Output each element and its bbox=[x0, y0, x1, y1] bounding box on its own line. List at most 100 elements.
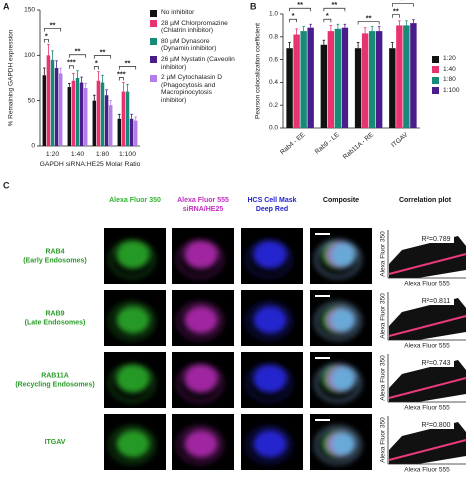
legend-label: 1:80 bbox=[443, 76, 456, 84]
cell-signal bbox=[177, 302, 223, 340]
significance-label: ** bbox=[50, 20, 56, 29]
cell-edge bbox=[109, 302, 155, 340]
significance-bracket bbox=[323, 7, 346, 12]
significance-bracket bbox=[118, 77, 124, 81]
cell-signal bbox=[109, 426, 155, 464]
cell-blob bbox=[184, 241, 218, 269]
bar bbox=[389, 48, 396, 129]
x-tick-label: 1:80 bbox=[96, 151, 109, 158]
cell-blob bbox=[184, 430, 218, 458]
column-header: Alexa Fluor 555 bbox=[177, 197, 229, 204]
column-header: siRNA/HE25 bbox=[183, 206, 224, 213]
error-bar bbox=[59, 67, 62, 74]
significance-bracket bbox=[68, 65, 74, 69]
error-bar bbox=[126, 83, 129, 92]
cell-edge bbox=[246, 426, 292, 464]
legend-label: 1:100 bbox=[443, 86, 460, 94]
cell-signal bbox=[315, 240, 361, 278]
cell-signal bbox=[177, 364, 223, 402]
bar bbox=[334, 28, 342, 128]
bar bbox=[341, 27, 349, 128]
error-bar bbox=[329, 24, 333, 32]
legend: 1:20 1:40 1:80 1:100 bbox=[432, 55, 472, 97]
legend-item: 2 µM Cytochalasin D (Phagocytosis and Ma… bbox=[150, 74, 238, 104]
error-bar bbox=[356, 42, 360, 49]
error-bar bbox=[122, 82, 125, 92]
legend-item: 28 µM Chlorpromazine (Chlatrin inhibitor… bbox=[150, 20, 238, 35]
y-tick-label: 0.8 bbox=[269, 34, 278, 41]
significance-bracket bbox=[118, 66, 137, 70]
row-label: (Late Endosomes) bbox=[25, 319, 86, 326]
error-bar bbox=[336, 23, 340, 29]
bar bbox=[403, 25, 410, 128]
cell-blob bbox=[116, 430, 150, 458]
error-bar bbox=[43, 67, 46, 76]
bar bbox=[125, 91, 130, 146]
y-tick-label: 0.2 bbox=[269, 102, 278, 109]
cell-signal bbox=[246, 364, 292, 402]
cell-edge bbox=[315, 240, 361, 278]
cell-edge bbox=[246, 364, 292, 402]
cell-blob bbox=[253, 365, 287, 393]
legend-label: 80 µM Dynasore (Dynamin inhibitor) bbox=[161, 37, 217, 53]
cell-edge bbox=[177, 302, 223, 340]
legend-swatch bbox=[432, 87, 439, 95]
bar bbox=[133, 120, 138, 146]
cell-edge bbox=[315, 302, 361, 340]
x-tick-label: Rab9 - LE bbox=[314, 131, 341, 156]
y-tick-label: 0.0 bbox=[269, 125, 278, 132]
error-bar bbox=[134, 116, 137, 121]
row-label: ITGAV bbox=[45, 439, 66, 446]
error-bar bbox=[309, 23, 312, 28]
cell-blob bbox=[253, 241, 287, 269]
regression-line bbox=[388, 253, 467, 275]
error-bar bbox=[370, 26, 374, 32]
plot-y-label: Alexa Fluor 350 bbox=[380, 417, 387, 463]
error-bar bbox=[84, 83, 87, 88]
x-tick-label: 1:40 bbox=[71, 151, 84, 158]
bar bbox=[58, 73, 63, 146]
significance-label: ** bbox=[297, 0, 303, 9]
error-bar bbox=[51, 50, 54, 60]
legend-label: 2 µM Cytochalasin D (Phagocytosis and Ma… bbox=[161, 74, 222, 104]
error-bar bbox=[47, 44, 50, 56]
scatter-cloud bbox=[389, 236, 466, 278]
significance-label: ** bbox=[125, 59, 131, 68]
plot-x-label: Alexa Fluor 555 bbox=[404, 467, 450, 474]
error-bar bbox=[72, 73, 75, 81]
cell-blob bbox=[184, 306, 218, 334]
bar bbox=[361, 33, 369, 128]
significance-label: ** bbox=[393, 7, 399, 16]
cell-signal bbox=[109, 364, 155, 402]
error-bar bbox=[398, 20, 401, 26]
error-bar bbox=[109, 100, 112, 106]
scatter-cloud bbox=[389, 422, 466, 464]
cell-edge bbox=[109, 426, 155, 464]
legend-label: 26 µM Nystatin (Caveolin inhibitor) bbox=[161, 55, 235, 71]
bar bbox=[67, 87, 72, 146]
legend-label: 28 µM Chlorpromazine (Chlatrin inhibitor… bbox=[161, 19, 228, 35]
plot-x-label: Alexa Fluor 555 bbox=[404, 343, 450, 350]
bar bbox=[307, 27, 314, 128]
cell-signal bbox=[177, 426, 223, 464]
y-tick-label: 0.4 bbox=[269, 79, 278, 86]
legend-swatch bbox=[432, 66, 439, 74]
cell-signal bbox=[315, 302, 361, 340]
cell-signal bbox=[246, 426, 292, 464]
bar bbox=[286, 48, 293, 129]
r2-label: R²=0.743 bbox=[422, 360, 451, 367]
cell-blob bbox=[253, 306, 287, 334]
legend-item: 1:100 bbox=[432, 87, 472, 95]
legend-item: 1:80 bbox=[432, 76, 472, 84]
significance-label: ** bbox=[100, 48, 106, 57]
legend-item: No inhibitor bbox=[150, 9, 238, 17]
cell-edge bbox=[246, 302, 292, 340]
plot-y-label: Alexa Fluor 350 bbox=[380, 231, 387, 277]
row-label: RAB4 bbox=[45, 248, 64, 255]
y-tick-label: 150 bbox=[24, 7, 35, 14]
panel-label: B bbox=[250, 1, 257, 11]
error-bar bbox=[391, 42, 394, 49]
cell-signal bbox=[177, 240, 223, 278]
cell-signal bbox=[109, 240, 155, 278]
